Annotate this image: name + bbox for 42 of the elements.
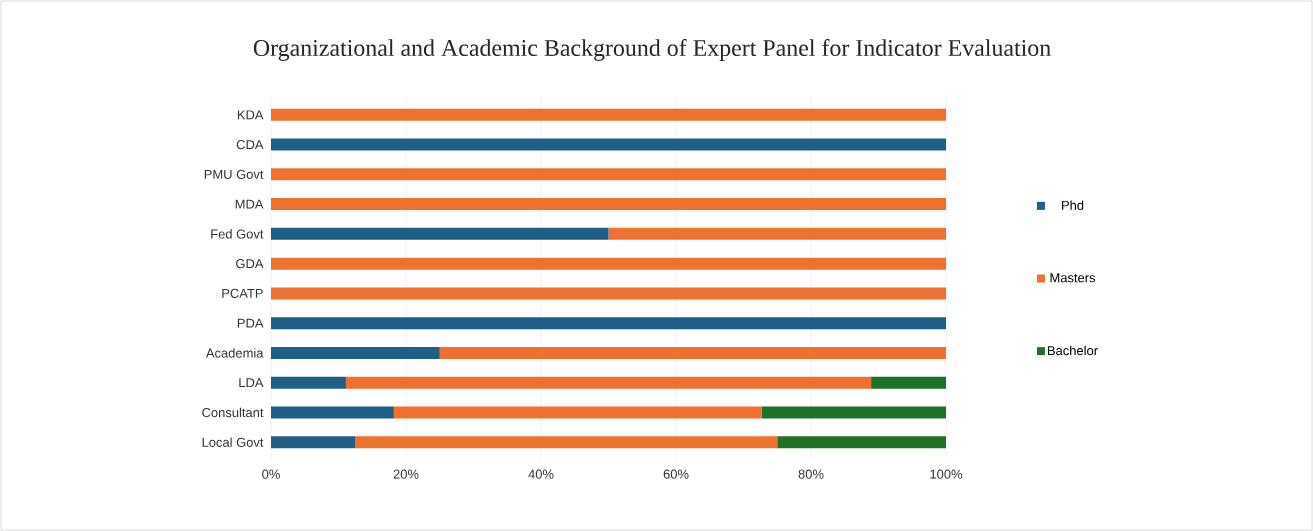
bar <box>271 168 947 181</box>
bar <box>271 406 394 419</box>
bar <box>271 108 947 121</box>
bar <box>777 436 947 449</box>
y-tick-label: PMU Govt <box>204 169 264 179</box>
y-tick-label: Fed Govt <box>211 229 264 239</box>
y-tick-label: Local Govt <box>202 437 264 447</box>
bar <box>761 406 947 419</box>
bar <box>393 406 762 419</box>
bar <box>271 257 947 270</box>
bar <box>355 436 778 449</box>
x-tick-label: 0% <box>262 469 280 479</box>
bar <box>871 376 947 389</box>
x-tick-label: 40% <box>528 469 554 479</box>
x-tick-label: 20% <box>393 469 419 479</box>
bar <box>271 317 947 330</box>
bar <box>608 227 947 240</box>
bar <box>271 436 356 449</box>
bar <box>271 346 440 359</box>
bar <box>345 376 872 389</box>
y-tick-label: MDA <box>235 199 264 209</box>
x-tick-label: 60% <box>663 469 689 479</box>
legend-label: Masters <box>1050 273 1096 283</box>
bar <box>439 346 947 359</box>
x-tick-label: 80% <box>798 469 824 479</box>
y-tick-label: PCATP <box>222 288 263 298</box>
bar <box>271 198 947 211</box>
bar <box>271 227 609 240</box>
y-tick-label: PDA <box>237 318 264 328</box>
bar <box>271 376 346 389</box>
bar <box>271 138 947 151</box>
y-tick-label: Academia <box>205 348 264 358</box>
chart-title: Organizational and Academic Background of Expert Panel for Indicator Evaluation <box>253 39 1051 61</box>
legend-label: Phd <box>1062 200 1084 210</box>
x-tick-label: 100% <box>930 469 963 479</box>
y-tick-label: CDA <box>236 140 264 150</box>
bar <box>271 287 947 300</box>
legend-label: Bachelor <box>1048 345 1098 356</box>
y-tick-label: KDA <box>237 110 264 120</box>
y-tick-label: Consultant <box>202 407 264 418</box>
y-tick-label: GDA <box>236 259 264 269</box>
y-tick-label: LDA <box>239 378 264 388</box>
